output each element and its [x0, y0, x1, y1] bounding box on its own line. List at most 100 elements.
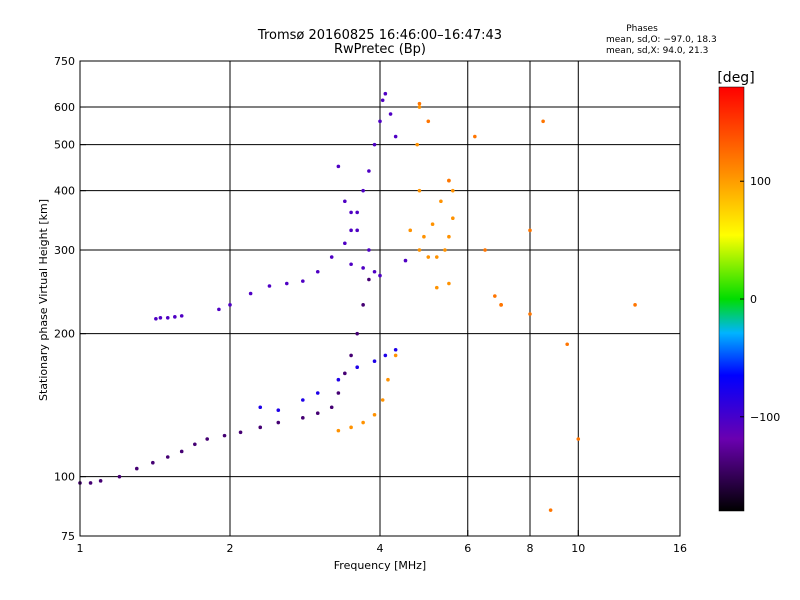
data-point	[267, 284, 272, 288]
data-point	[415, 142, 419, 147]
data-point	[548, 508, 553, 512]
data-point	[205, 437, 209, 441]
data-point	[447, 178, 451, 183]
data-point	[179, 314, 184, 318]
data-point	[349, 228, 353, 233]
data-point	[117, 474, 122, 479]
y-tick-label: 600	[54, 101, 75, 114]
x-tick-label: 10	[571, 542, 585, 555]
data-point	[158, 315, 163, 320]
data-point	[483, 248, 487, 252]
data-point	[349, 353, 353, 358]
y-tick-label: 100	[54, 471, 75, 484]
data-point	[315, 269, 320, 274]
data-point	[380, 98, 385, 103]
phases-line-x: mean, sd,X: 94.0, 21.3	[606, 46, 708, 56]
data-point	[633, 303, 637, 307]
data-point	[434, 285, 439, 290]
data-point	[343, 199, 347, 204]
data-point	[565, 342, 569, 347]
y-tick-label: 750	[54, 55, 75, 68]
data-point	[258, 405, 263, 410]
data-point	[426, 255, 431, 259]
colorbar	[718, 86, 745, 512]
data-point	[248, 291, 253, 296]
data-point	[361, 420, 365, 425]
data-point	[451, 188, 455, 193]
data-point	[434, 255, 439, 259]
data-point	[426, 119, 431, 124]
data-point	[361, 266, 365, 270]
data-point	[222, 433, 227, 438]
data-point	[154, 316, 158, 321]
data-point	[388, 112, 393, 116]
data-point	[417, 105, 422, 109]
data-point	[343, 371, 347, 376]
data-point	[88, 481, 93, 485]
data-point	[422, 234, 426, 239]
data-point	[417, 188, 422, 193]
data-point	[473, 134, 477, 139]
data-point	[336, 391, 341, 395]
data-point	[329, 255, 334, 259]
y-tick-label: 300	[54, 244, 75, 257]
phases-line-o: mean, sd,O: −97.0, 18.3	[606, 35, 717, 45]
data-point	[528, 312, 532, 316]
data-point	[430, 222, 435, 227]
data-points	[78, 91, 637, 512]
colorbar-label: [deg]	[717, 70, 754, 86]
data-point	[383, 353, 388, 358]
data-point	[349, 262, 353, 267]
data-point	[343, 241, 347, 246]
data-point	[403, 258, 408, 263]
data-point	[372, 269, 377, 274]
y-axis-label: Stationary phase Virtual Height [km]	[37, 199, 50, 401]
y-tick-label: 400	[54, 185, 75, 198]
data-point	[499, 303, 503, 307]
data-point	[355, 228, 359, 233]
data-point	[367, 277, 371, 282]
x-tick-label: 1	[77, 542, 84, 555]
data-point	[193, 442, 197, 447]
x-axis-label: Frequency [MHz]	[334, 559, 426, 572]
data-point	[447, 281, 451, 286]
data-point	[439, 199, 443, 204]
data-point	[329, 405, 334, 410]
data-point	[238, 430, 243, 435]
data-point	[134, 466, 139, 471]
data-point	[367, 248, 371, 252]
x-tick-label: 6	[464, 542, 471, 555]
data-point	[380, 398, 385, 402]
grid-lines	[80, 61, 680, 536]
x-axis-ticks: 1 2 4 6 8 10 16	[77, 530, 687, 555]
chart-title: Tromsø 20160825 16:46:00–16:47:43	[257, 28, 502, 43]
data-point	[367, 169, 371, 173]
data-point	[165, 455, 170, 459]
data-point	[276, 420, 281, 425]
data-point	[349, 210, 353, 215]
data-point	[301, 416, 305, 420]
data-point	[165, 315, 170, 320]
data-point	[393, 353, 398, 358]
data-point	[355, 365, 359, 369]
data-point	[417, 101, 422, 106]
data-point	[301, 279, 305, 283]
data-point	[258, 425, 263, 430]
data-point	[378, 119, 382, 124]
data-point	[576, 437, 581, 441]
y-tick-label: 200	[54, 328, 75, 341]
y-axis-ticks: 75 100 200 300 400 500 600 750	[54, 55, 86, 543]
data-point	[528, 228, 532, 233]
data-point	[355, 331, 359, 336]
data-point	[541, 119, 545, 124]
y-tick-label: 75	[61, 530, 75, 543]
colorbar-tick-label: −100	[750, 411, 780, 424]
data-point	[393, 347, 398, 352]
data-point	[336, 428, 341, 433]
data-point	[372, 359, 377, 364]
data-point	[408, 228, 413, 233]
data-point	[386, 377, 390, 382]
data-point	[315, 391, 320, 395]
data-point	[98, 479, 103, 483]
data-point	[217, 307, 221, 312]
